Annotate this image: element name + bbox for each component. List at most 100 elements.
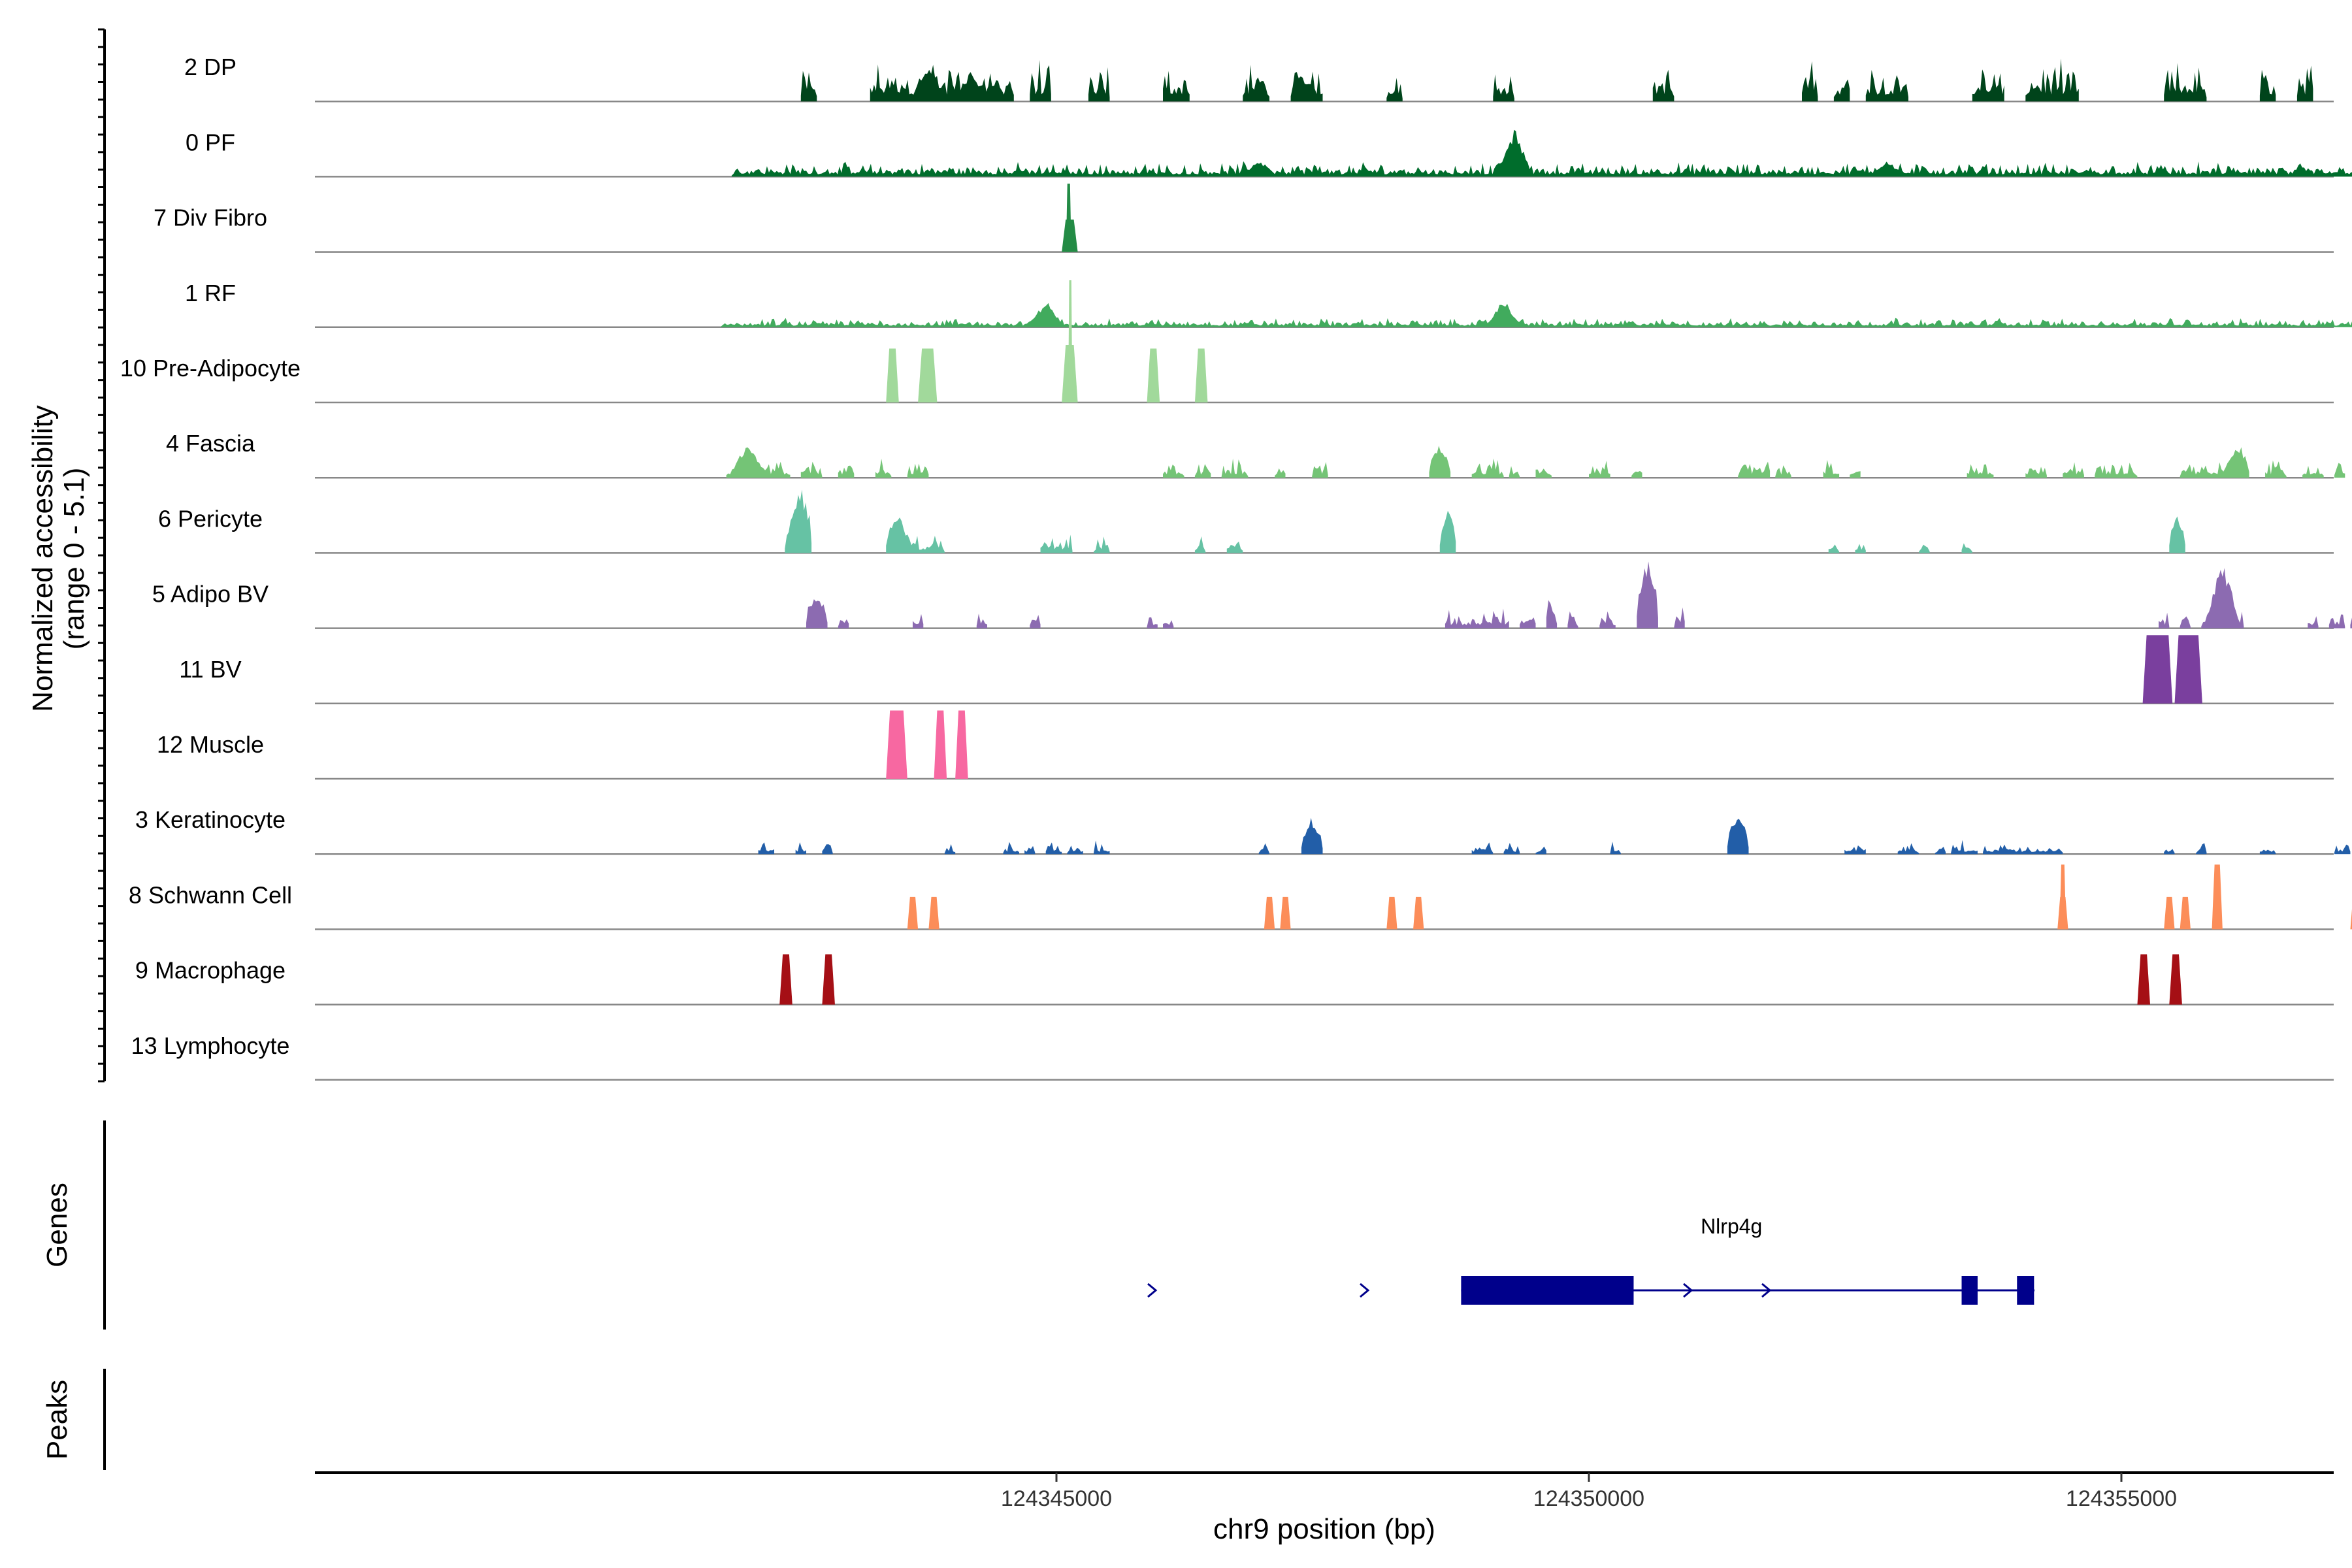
coverage-area	[875, 459, 892, 478]
coverage-block	[1147, 348, 1160, 402]
coverage-area	[1828, 544, 1840, 553]
track-label: 0 PF	[186, 129, 235, 155]
coverage-area	[907, 463, 929, 478]
coverage-area	[1967, 464, 1994, 478]
coverage-area	[1493, 74, 1514, 102]
coverage-area	[1194, 536, 1206, 553]
coverage-area	[1844, 845, 1866, 855]
coverage-area	[2350, 617, 2352, 629]
coverage-area	[2259, 849, 2276, 855]
track-label: 1 RF	[185, 280, 236, 306]
coverage-area	[1163, 71, 1190, 102]
strand-arrow	[1683, 1282, 1693, 1298]
coverage-block	[1068, 280, 1073, 402]
track-label: 11 BV	[179, 656, 241, 683]
coverage-block	[2174, 635, 2202, 704]
coverage-area	[1972, 69, 2004, 102]
coverage-area	[1194, 464, 1211, 478]
peaks-panel-title: Peaks	[41, 1380, 73, 1460]
coverage-area	[1275, 468, 1286, 478]
coverage-area	[758, 842, 775, 855]
track-7-div-fibro: 7 Div Fibro	[154, 184, 2334, 253]
coverage-area	[1897, 843, 1919, 855]
coverage-block	[886, 348, 899, 402]
coverage-block	[928, 896, 939, 930]
coverage-area	[870, 64, 1014, 102]
coverage-area	[1637, 561, 1658, 629]
track-4-fascia: 4 Fascia	[166, 430, 2345, 479]
track-1-rf: 1 RF	[185, 280, 2352, 329]
coverage-area	[1983, 844, 2063, 855]
track-12-muscle: 12 Muscle	[157, 710, 2334, 780]
x-tick-label: 124350000	[1533, 1486, 1644, 1511]
coverage-area	[2180, 447, 2249, 478]
track-label: 9 Macrophage	[135, 957, 286, 984]
y-axis-title-range: (range 0 - 5.1)	[58, 468, 90, 650]
coverage-area	[1802, 61, 1818, 102]
coverage-area	[2025, 58, 2079, 102]
coverage-area	[1439, 510, 1456, 553]
x-tick-label: 124345000	[1001, 1486, 1112, 1511]
coverage-area	[795, 842, 806, 855]
coverage-area	[2063, 462, 2084, 478]
coverage-area	[800, 461, 823, 478]
coverage-area	[2308, 616, 2319, 629]
coverage-tracks: 2 DP 0 PF 7 Div Fibro 1 RF 10 Pre-Adipocyte 4…	[120, 54, 2352, 1081]
coverage-block	[907, 896, 919, 930]
coverage-area	[2164, 63, 2207, 102]
coverage-area	[1067, 845, 1083, 855]
strand-arrow	[1466, 1282, 1477, 1298]
coverage-area	[1258, 843, 1269, 855]
coverage-area	[1094, 536, 1110, 553]
track-label: 6 Pericyte	[158, 505, 263, 532]
track-label: 4 Fascia	[166, 430, 255, 457]
coverage-area	[1147, 617, 1158, 629]
coverage-area	[1865, 70, 1908, 102]
coverage-area	[2259, 69, 2276, 102]
coverage-area	[1243, 65, 1269, 102]
coverage-block	[2180, 896, 2191, 930]
coverage-block	[2137, 954, 2151, 1005]
coverage-area	[1429, 446, 1451, 478]
coverage-area	[944, 844, 956, 855]
y-axis-ticks	[98, 28, 106, 1083]
coverage-block	[1194, 348, 1208, 402]
coverage-area	[1003, 841, 1019, 855]
coverage-area	[1030, 615, 1041, 629]
coverage-area	[1301, 817, 1323, 855]
coverage-area	[1024, 845, 1036, 855]
coverage-area	[1088, 67, 1110, 102]
track-11-bv: 11 BV	[179, 635, 2334, 705]
coverage-area	[1631, 470, 1642, 478]
coverage-area	[822, 844, 833, 855]
coverage-area	[1312, 462, 1328, 478]
gene-track: Nlrp4g	[1147, 1215, 2034, 1305]
coverage-area	[2095, 463, 2138, 478]
coverage-area	[1599, 611, 1616, 629]
track-2-dp: 2 DP	[184, 54, 2334, 103]
coverage-area	[1727, 819, 1749, 855]
track-label: 8 Schwann Cell	[129, 881, 292, 908]
coverage-area	[721, 302, 2352, 327]
coverage-block	[1280, 896, 1291, 930]
coverage-block	[934, 710, 947, 779]
coverage-area	[1030, 59, 1051, 102]
coverage-area	[2334, 463, 2345, 478]
coverage-area	[1445, 608, 1509, 629]
strand-arrow	[1574, 1282, 1584, 1298]
track-5-adipo-bv: 5 Adipo BV	[152, 561, 2352, 629]
coverage-area	[731, 129, 2352, 177]
x-tick-label: 124355000	[2066, 1486, 2177, 1511]
track-label: 10 Pre-Adipocyte	[120, 355, 301, 382]
track-label: 3 Keratinocyte	[135, 806, 286, 833]
x-axis-ticks: 124345000 124350000 124355000	[1001, 1473, 2177, 1511]
coverage-area	[2164, 849, 2175, 855]
coverage-block	[2169, 954, 2182, 1005]
coverage-area	[785, 489, 812, 553]
track-6-pericyte: 6 Pericyte	[158, 489, 2334, 554]
coverage-area	[1094, 840, 1110, 855]
coverage-area	[2196, 843, 2207, 855]
coverage-area	[1045, 842, 1062, 855]
coverage-area	[2265, 460, 2287, 478]
coverage-block	[918, 348, 938, 402]
